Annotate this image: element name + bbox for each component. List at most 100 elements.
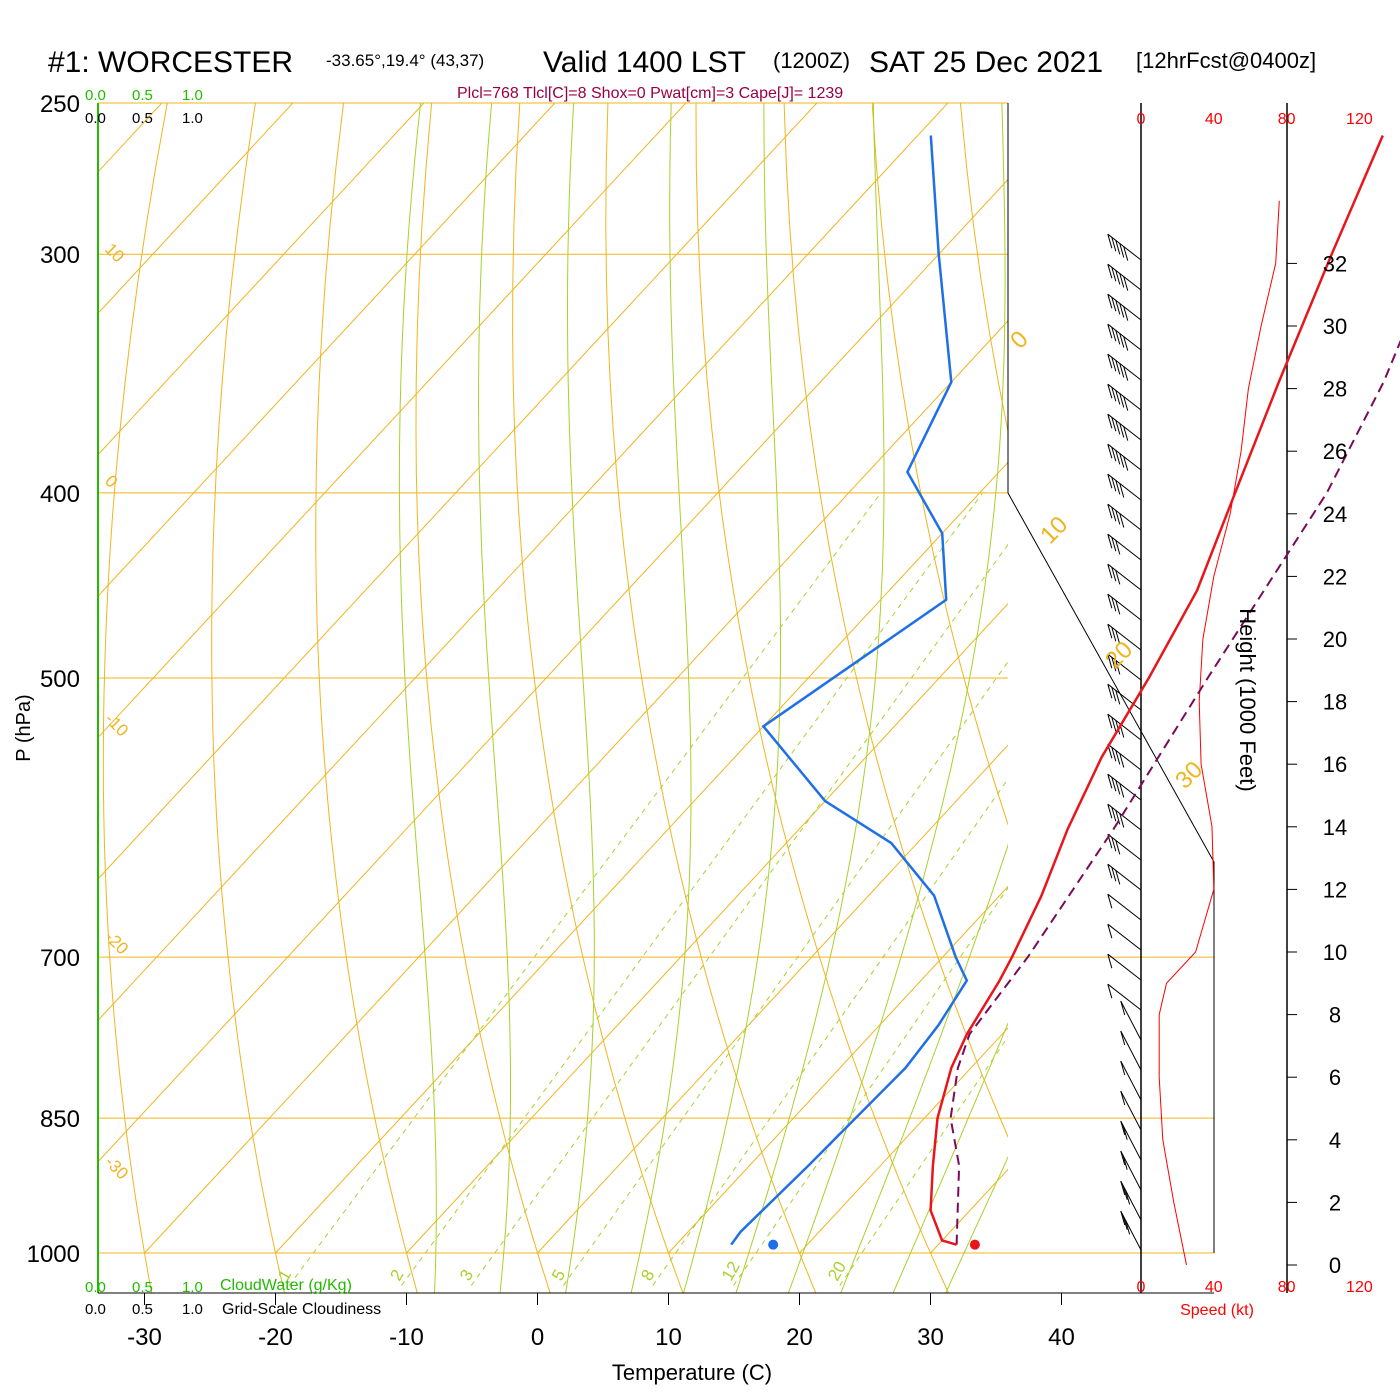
zulu-time: (1200Z)	[773, 48, 850, 73]
wind-barb-feather	[1120, 1210, 1126, 1226]
mixing-ratio-line	[288, 492, 882, 1286]
top-cloudwater-scale: 0.0 0.5 1.0	[85, 87, 203, 104]
wind-barb-feather	[1111, 717, 1117, 732]
wind-barb-feather	[1111, 327, 1117, 342]
pressure-tick-label: 300	[40, 242, 80, 269]
wind-barb	[1107, 593, 1142, 621]
wind-barb-feather	[1125, 1220, 1131, 1235]
wind-barb-feather	[1119, 273, 1125, 288]
pressure-tick-label: 1000	[27, 1241, 80, 1268]
wind-barb-feather	[1107, 474, 1113, 489]
wind-barb-feather	[1123, 336, 1129, 351]
moist-adiabat-line	[892, 1022, 1008, 1293]
wind-barb-feather	[1115, 300, 1121, 315]
wind-barb-feather	[1115, 240, 1121, 255]
mixing-ratio-label: 3	[456, 1266, 477, 1284]
wind-barb-feather	[1111, 387, 1117, 402]
wind-barb-feather	[1107, 534, 1113, 549]
wind-barb-feather	[1122, 1125, 1128, 1140]
isotherm-label-right: 30	[1170, 756, 1208, 794]
wind-barb-feather	[1107, 384, 1113, 399]
wind-barb-feather	[1119, 813, 1125, 828]
temperature-tick-label: 10	[655, 1324, 682, 1351]
wind-barb-feather	[1115, 360, 1121, 375]
wind-barb-feather	[1120, 1060, 1126, 1076]
dry-adiabat-line	[1137, 103, 1400, 1294]
isotherm-line	[98, 103, 556, 597]
wind-barb-feather	[1122, 1185, 1128, 1200]
wind-barb-feather	[1107, 594, 1113, 609]
pressure-tick-label: 500	[40, 666, 80, 693]
surface-temperature-dot	[969, 1239, 980, 1250]
height-tick-label: 30	[1323, 314, 1347, 339]
wind-barb-feather	[1119, 513, 1125, 528]
wind-barb-feather	[1125, 1190, 1131, 1205]
svg-text:0.0: 0.0	[85, 110, 106, 127]
wind-barb-feather	[1107, 354, 1113, 369]
wind-barb-feather	[1119, 753, 1125, 768]
svg-text:0.0: 0.0	[85, 87, 106, 104]
dry-adiabat-lines	[102, 103, 1400, 1294]
wind-barb-feather	[1107, 684, 1113, 699]
wind-barb-feather	[1122, 1215, 1128, 1230]
wind-barb-feather	[1115, 330, 1121, 345]
isotherm-label: 10	[101, 239, 128, 266]
isobar-lines	[98, 102, 1214, 1254]
wind-barb-feather	[1115, 750, 1121, 765]
wind-barb-feather	[1111, 777, 1117, 792]
moist-adiabat-line	[477, 103, 511, 1293]
wind-barb	[1120, 1060, 1142, 1101]
wind-barb	[1107, 563, 1142, 591]
wind-barb-feather	[1119, 783, 1125, 798]
wind-barb	[1107, 923, 1142, 951]
svg-text:1.0: 1.0	[182, 1301, 203, 1318]
wind-barb	[1107, 893, 1142, 921]
cloudwater-label: CloudWater (g/Kg)	[220, 1277, 352, 1294]
temperature-tick-label: -20	[258, 1324, 293, 1351]
speed-tick-label: 0	[1137, 1279, 1146, 1296]
forecast-label: [12hrFcst@0400z]	[1136, 48, 1316, 73]
mixing-ratio-line	[733, 887, 1008, 1286]
height-tick-label: 4	[1329, 1128, 1341, 1153]
wind-barb	[1107, 863, 1142, 891]
wind-barb-feather	[1123, 366, 1129, 381]
wind-barb-feather	[1120, 1150, 1126, 1166]
wind-barb-feather	[1107, 864, 1113, 879]
height-tick-label: 12	[1323, 877, 1347, 902]
wind-barb-feather	[1122, 1155, 1128, 1170]
moist-adiabat-line	[787, 103, 1006, 1293]
temperature-tick-label: 20	[786, 1324, 813, 1351]
wind-barb-feather	[1120, 1090, 1126, 1106]
dry-adiabat-line	[959, 103, 1008, 434]
wind-barb-feather	[1107, 414, 1113, 429]
wind-barb	[1107, 713, 1142, 741]
dry-adiabat-line	[512, 103, 684, 1293]
pressure-tick-label: 250	[40, 91, 80, 118]
wind-barb-feather	[1119, 363, 1125, 378]
wind-barb-feather	[1111, 357, 1117, 372]
height-tick-label: 0	[1329, 1253, 1341, 1278]
wind-barb-feather	[1120, 1180, 1126, 1196]
height-axis-title: Height (1000 Feet)	[1235, 608, 1260, 791]
wind-barb-feather	[1123, 246, 1129, 261]
wind-barb-feather	[1111, 567, 1117, 582]
wind-barb-feather	[1107, 984, 1113, 999]
isotherm-label: -30	[101, 1152, 132, 1183]
station-coords: -33.65°,19.4° (43,37)	[326, 51, 484, 70]
svg-text:0.5: 0.5	[132, 1279, 153, 1296]
temperature-tick-labels: -30 -20 -10 0 10 20 30 40	[127, 1293, 1075, 1351]
isotherm-label: 0	[101, 471, 121, 491]
dry-adiabat-line	[871, 103, 1008, 826]
wind-barb-feather	[1107, 324, 1113, 339]
pressure-tick-labels: 250 300 400 500 700 850 1000	[27, 91, 80, 1268]
sounding-indices: Plcl=768 Tlcl[C]=8 Shox=0 Pwat[cm]=3 Cap…	[457, 85, 843, 102]
wind-barb-feather	[1107, 654, 1113, 669]
mixing-ratio-line	[652, 778, 1008, 1286]
wind-barb-feather	[1107, 714, 1113, 729]
wind-barb-feather	[1111, 477, 1117, 492]
mixing-ratio-label: 2	[386, 1266, 407, 1284]
wind-barb-feather	[1111, 837, 1117, 852]
moist-adiabat-line	[683, 103, 781, 1293]
height-tick-label: 20	[1323, 627, 1347, 652]
